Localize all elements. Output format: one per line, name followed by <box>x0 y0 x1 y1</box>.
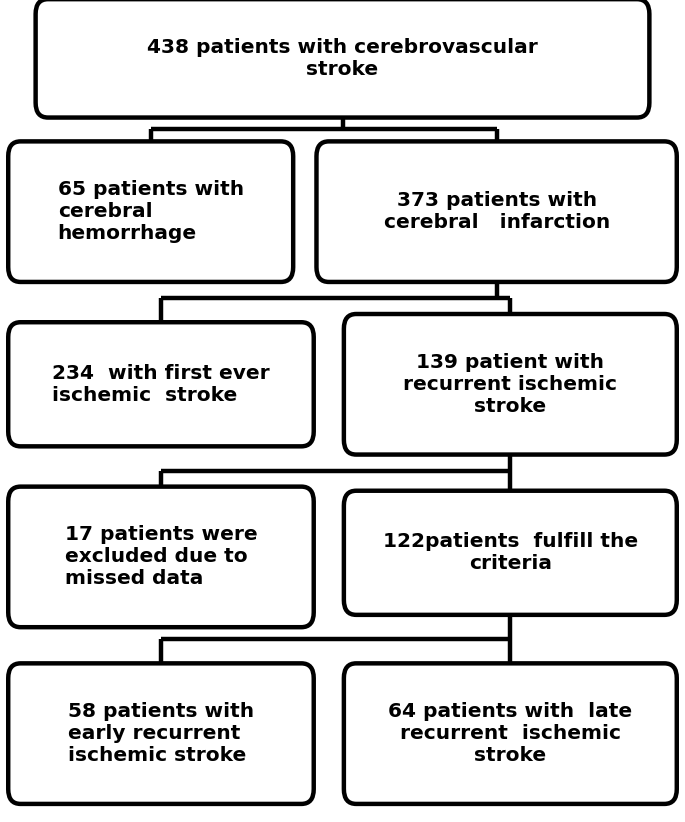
Text: 438 patients with cerebrovascular
stroke: 438 patients with cerebrovascular stroke <box>147 38 538 79</box>
FancyBboxPatch shape <box>344 491 677 615</box>
Text: 64 patients with  late
recurrent  ischemic
stroke: 64 patients with late recurrent ischemic… <box>388 702 632 765</box>
FancyBboxPatch shape <box>8 663 314 804</box>
FancyBboxPatch shape <box>8 141 293 282</box>
Text: 65 patients with
cerebral
hemorrhage: 65 patients with cerebral hemorrhage <box>58 180 244 243</box>
Text: 122patients  fulfill the
criteria: 122patients fulfill the criteria <box>383 533 638 573</box>
FancyBboxPatch shape <box>344 663 677 804</box>
FancyBboxPatch shape <box>36 0 649 118</box>
FancyBboxPatch shape <box>8 322 314 446</box>
Text: 58 patients with
early recurrent
ischemic stroke: 58 patients with early recurrent ischemi… <box>68 702 254 765</box>
FancyBboxPatch shape <box>344 314 677 455</box>
Text: 234  with first ever
ischemic  stroke: 234 with first ever ischemic stroke <box>52 364 270 404</box>
FancyBboxPatch shape <box>8 487 314 627</box>
Text: 373 patients with
cerebral   infarction: 373 patients with cerebral infarction <box>384 192 610 232</box>
Text: 139 patient with
recurrent ischemic
stroke: 139 patient with recurrent ischemic stro… <box>403 353 617 416</box>
Text: 17 patients were
excluded due to
missed data: 17 patients were excluded due to missed … <box>64 525 258 589</box>
FancyBboxPatch shape <box>316 141 677 282</box>
